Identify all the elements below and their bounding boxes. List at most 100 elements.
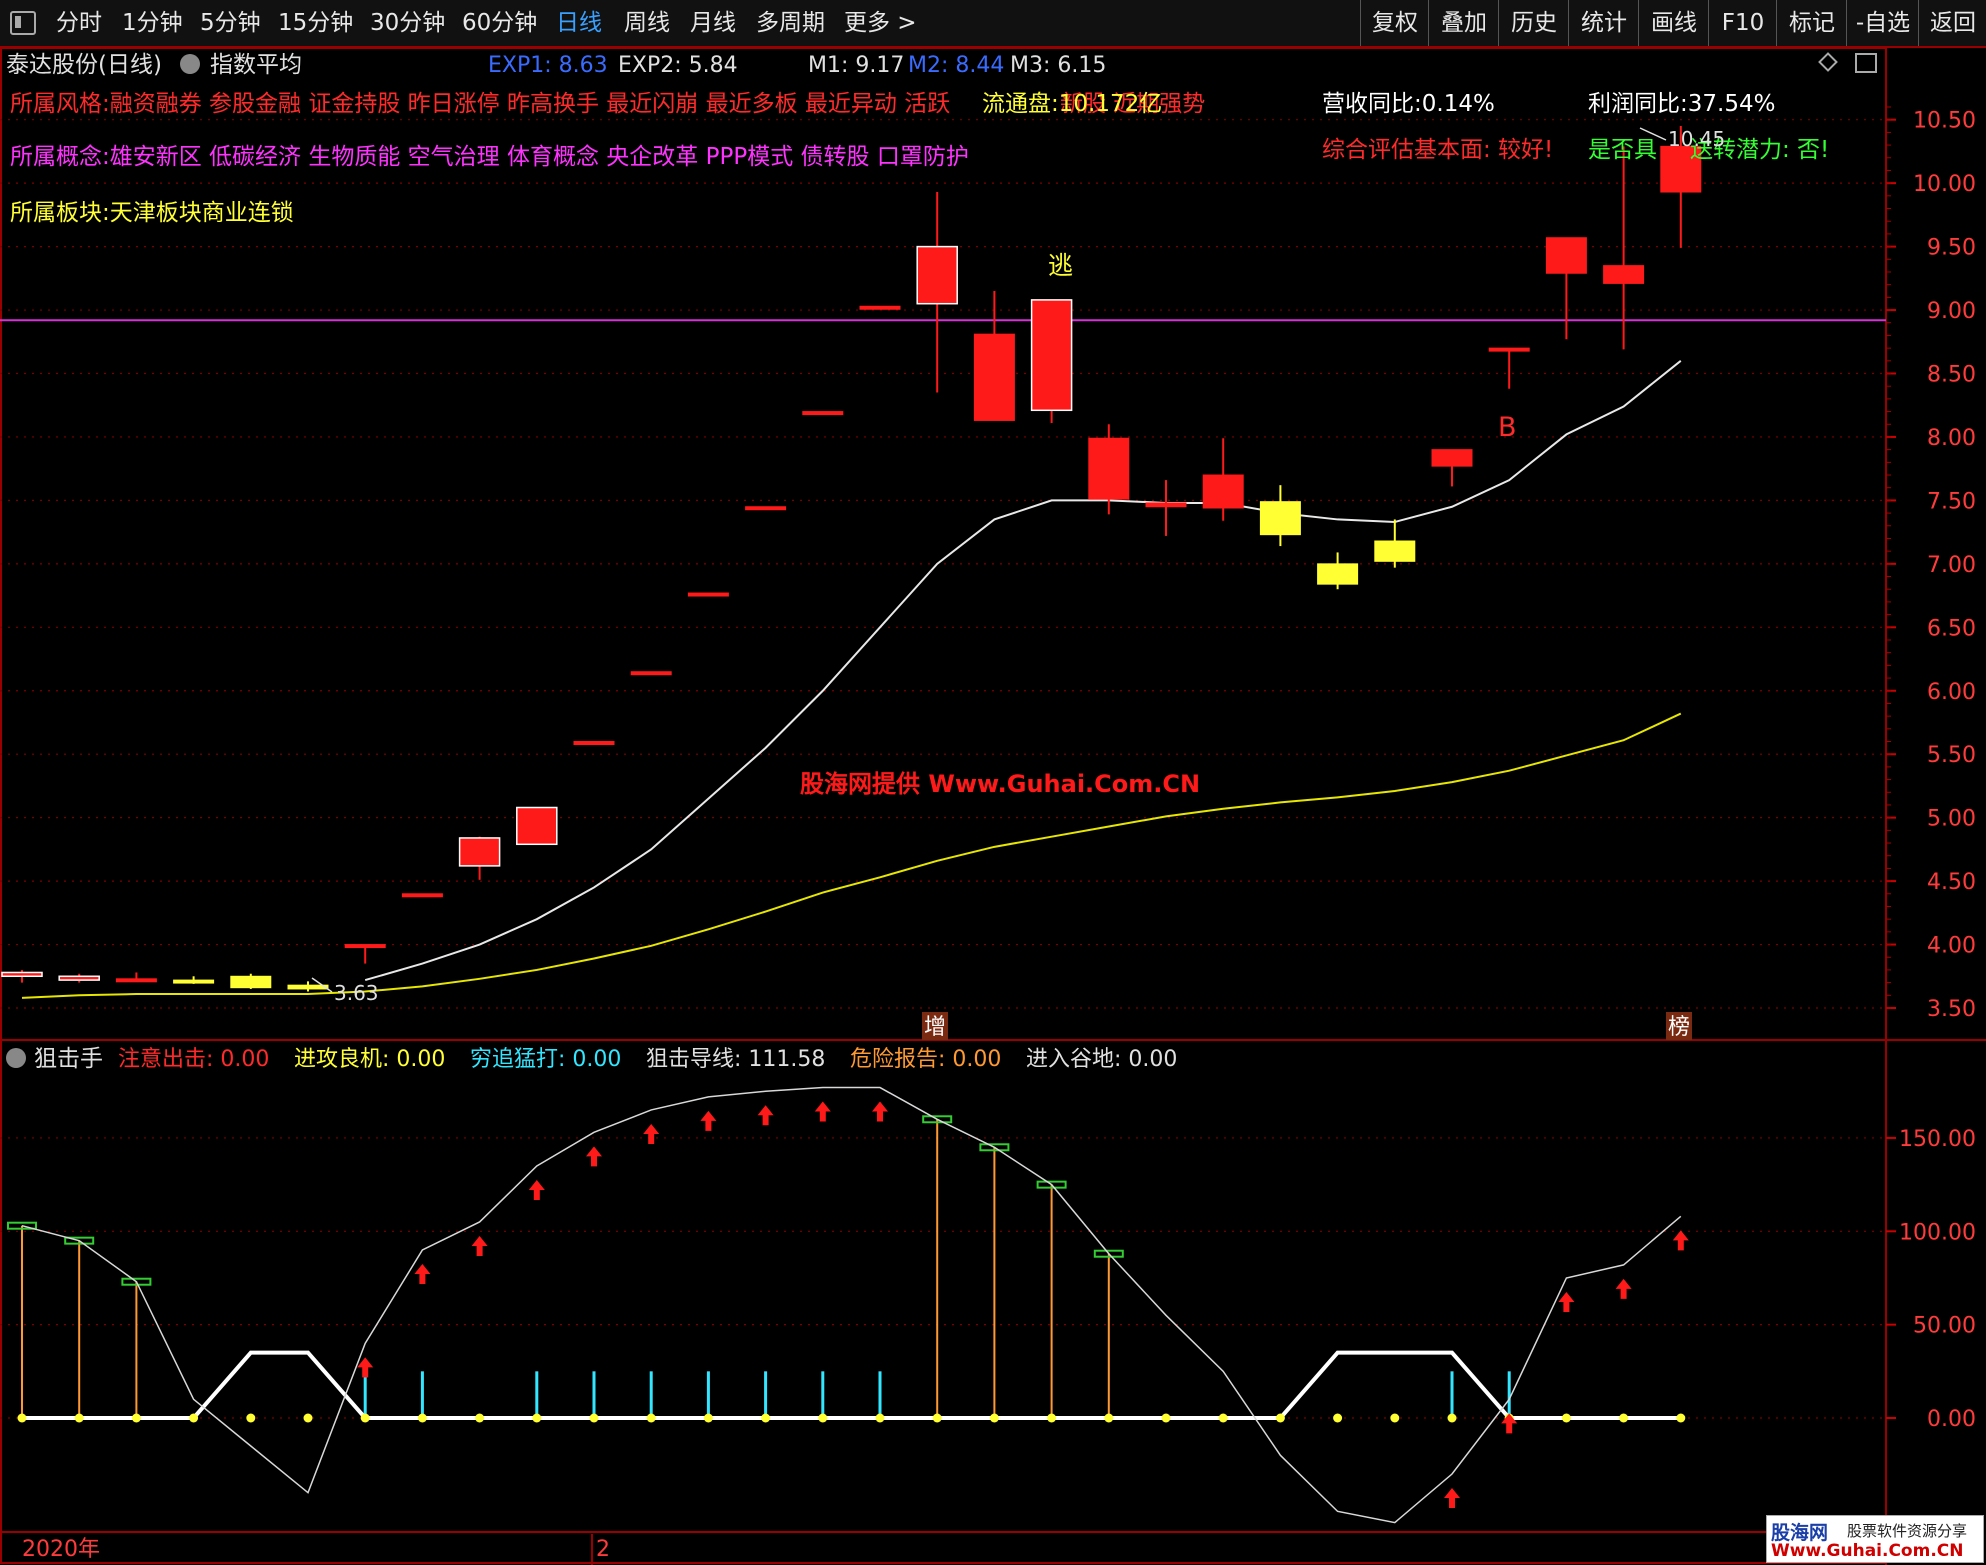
main-tick-label-9: 8.00 — [1927, 426, 1976, 451]
zero-dot-5 — [303, 1413, 313, 1423]
m3-value: M3: 6.15 — [1010, 53, 1106, 78]
style-tail: 新股 近期强势 — [1060, 91, 1205, 117]
attack-arrow-26 — [1501, 1413, 1518, 1434]
zero-dot-25 — [1447, 1413, 1457, 1423]
candle-body-18 — [1030, 299, 1073, 412]
sub-s5: 危险报告: 0.00 — [850, 1047, 1001, 1072]
attack-arrow-7 — [414, 1263, 431, 1284]
main-tick-label-11: 9.00 — [1927, 299, 1976, 324]
main-tick-label-10: 8.50 — [1927, 363, 1976, 388]
indicator-name: 指数平均 — [210, 52, 302, 78]
candle-body-15 — [859, 305, 901, 310]
zero-dot-22 — [1275, 1413, 1285, 1423]
main-tick-label-4: 5.50 — [1927, 743, 1976, 768]
toolbar-button-5[interactable]: F10 — [1708, 0, 1777, 46]
main-tick-label-2: 4.50 — [1927, 870, 1976, 895]
profit-yoy: 利润同比:37.54% — [1588, 91, 1775, 117]
zeng-marker-bg — [922, 1012, 948, 1040]
attack-arrow-15 — [872, 1101, 888, 1122]
guide-line — [21, 1086, 1682, 1524]
candle-body-14 — [802, 411, 844, 416]
sub-s6: 进入谷地: 0.00 — [1026, 1047, 1177, 1072]
candle-body-24 — [1374, 540, 1416, 562]
sub-s3: 穷追猛打: 0.00 — [470, 1047, 621, 1072]
zero-dot-15 — [875, 1413, 885, 1423]
toolbar-button-2[interactable]: 历史 — [1498, 0, 1569, 46]
toolbar-button-3[interactable]: 统计 — [1568, 0, 1639, 46]
zero-dot-12 — [703, 1413, 713, 1423]
period-tab-10[interactable]: 更多 > — [844, 10, 917, 36]
candle-body-23 — [1317, 563, 1359, 585]
candle-body-1 — [58, 975, 100, 981]
main-tick-label-5: 6.00 — [1927, 680, 1976, 705]
candle-body-4 — [230, 975, 272, 989]
period-tab-3[interactable]: 15分钟 — [278, 10, 354, 36]
toolbar-button-4[interactable]: 画线 — [1638, 0, 1709, 46]
sector-line: 所属板块:天津板块商业连锁 — [10, 200, 294, 226]
zeng-marker: 增 — [924, 1015, 946, 1040]
zero-dot-16 — [932, 1413, 942, 1423]
window-icon[interactable] — [10, 11, 36, 35]
sub-tick-label-2: 100.00 — [1899, 1220, 1976, 1245]
attack-arrow-10 — [586, 1146, 602, 1167]
zero-dot-13 — [761, 1413, 771, 1423]
concept-line: 所属概念:雄安新区 低碳经济 生物质能 空气治理 体育概念 央企改革 PPP模式… — [10, 144, 969, 170]
eval-question: 是否具 — [1588, 137, 1657, 163]
main-tick-label-7: 7.00 — [1927, 553, 1976, 578]
candle-body-26 — [1488, 347, 1530, 352]
zero-dot-10 — [589, 1413, 599, 1423]
candle-body-22 — [1259, 501, 1301, 536]
high-price-label: 10.45 — [1668, 127, 1725, 151]
candle-body-20 — [1145, 502, 1187, 508]
sub-s1: 注意出击: 0.00 — [118, 1047, 269, 1072]
toolbar-button-7[interactable]: -自选 — [1846, 0, 1919, 46]
sub-tick-label-3: 150.00 — [1899, 1127, 1976, 1152]
zero-dot-14 — [818, 1413, 828, 1423]
period-tab-0[interactable]: 分时 — [56, 10, 102, 36]
danger-cap-19 — [1093, 1249, 1124, 1258]
danger-cap-0 — [7, 1221, 37, 1230]
candle-body-12 — [687, 592, 729, 597]
period-tab-5[interactable]: 60分钟 — [462, 10, 538, 36]
toolbar-button-1[interactable]: 叠加 — [1428, 0, 1499, 46]
attack-arrow-29 — [1672, 1230, 1689, 1251]
sub-s4: 狙击导线: 111.58 — [646, 1047, 825, 1072]
watermark-text: 股海网提供 Www.Guhai.Com.CN — [800, 770, 1200, 798]
zero-dot-6 — [360, 1413, 370, 1423]
period-tab-9[interactable]: 多周期 — [756, 10, 825, 36]
logo-name: 股海网 — [1771, 1522, 1829, 1544]
period-tab-7[interactable]: 周线 — [624, 10, 670, 36]
main-tick-label-3: 5.00 — [1927, 807, 1976, 832]
zero-dot-23 — [1333, 1413, 1343, 1423]
toolbar-button-0[interactable]: 复权 — [1360, 0, 1429, 46]
candle-body-17 — [973, 333, 1015, 421]
candle-body-9 — [516, 806, 558, 846]
candle-body-5 — [287, 984, 329, 990]
valley-line — [22, 1350, 1681, 1420]
stock-title: 泰达股份(日线) — [6, 52, 162, 78]
period-tab-8[interactable]: 月线 — [690, 10, 736, 36]
m2-value: M2: 8.44 — [908, 53, 1004, 78]
toolbar-button-6[interactable]: 标记 — [1776, 0, 1847, 46]
period-tab-2[interactable]: 5分钟 — [200, 10, 261, 36]
candle-body-25 — [1431, 449, 1473, 467]
period-tab-1[interactable]: 1分钟 — [122, 10, 183, 36]
zero-dot-18 — [1047, 1413, 1057, 1423]
main-tick-label-8: 7.50 — [1927, 489, 1976, 514]
period-tab-4[interactable]: 30分钟 — [370, 10, 446, 36]
toolbar-button-8[interactable]: 返回 — [1918, 0, 1986, 46]
sub-s2: 进攻良机: 0.00 — [294, 1047, 445, 1072]
high-price-pointer — [1639, 127, 1667, 141]
bang-marker-bg — [1666, 1012, 1692, 1040]
zero-dot-1 — [74, 1413, 84, 1423]
logo-url: Www.Guhai.Com.CN — [1771, 1541, 1964, 1561]
low-price-label: 3.63 — [334, 981, 379, 1005]
candle-body-16 — [916, 245, 958, 305]
attack-arrow-12 — [700, 1110, 717, 1131]
diamond-icon — [1818, 52, 1838, 72]
candle-body-10 — [573, 741, 615, 746]
danger-cap-2 — [121, 1277, 152, 1286]
period-tab-6[interactable]: 日线 — [556, 10, 602, 36]
m1-value: M1: 9.17 — [808, 53, 904, 78]
